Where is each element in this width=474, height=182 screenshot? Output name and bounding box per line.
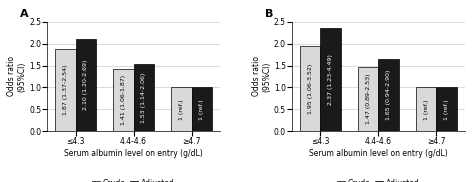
Bar [300, 46, 320, 131]
Bar [437, 87, 456, 131]
Text: B: B [264, 9, 273, 19]
Text: 1 (ref.): 1 (ref.) [424, 99, 428, 120]
Text: 2.10 (1.20-2.69): 2.10 (1.20-2.69) [83, 60, 88, 110]
Bar [416, 87, 437, 131]
Bar [191, 87, 212, 131]
Text: 1.47 (0.89-2.53): 1.47 (0.89-2.53) [365, 74, 371, 124]
Text: 1.87 (1.37-2.54): 1.87 (1.37-2.54) [63, 65, 68, 115]
Text: 1.41 (1.06-1.87): 1.41 (1.06-1.87) [121, 75, 126, 125]
Y-axis label: Odds ratio
(95%CI): Odds ratio (95%CI) [7, 56, 26, 96]
Bar [75, 39, 96, 131]
Bar [378, 59, 399, 131]
Bar [113, 70, 134, 131]
Text: 1.95 (1.06-3.52): 1.95 (1.06-3.52) [308, 63, 313, 114]
Text: A: A [20, 9, 28, 19]
Text: 1.53 (1.14-2.06): 1.53 (1.14-2.06) [141, 72, 146, 123]
Y-axis label: Odds ratio
(95%CI): Odds ratio (95%CI) [252, 56, 271, 96]
Text: 1 (ref.): 1 (ref.) [199, 99, 204, 120]
Bar [134, 64, 154, 131]
Text: 1 (ref.): 1 (ref.) [179, 99, 184, 120]
Text: 1 (ref.): 1 (ref.) [444, 99, 449, 120]
Legend: Crude, Adjusted: Crude, Adjusted [334, 176, 423, 182]
Bar [358, 67, 378, 131]
X-axis label: Serum albumin level on entry (g/dL): Serum albumin level on entry (g/dL) [64, 149, 203, 158]
Text: 1.65 (0.94-2.90): 1.65 (0.94-2.90) [386, 70, 391, 120]
Text: 2.37 (1.23-4.49): 2.37 (1.23-4.49) [328, 54, 333, 105]
Bar [55, 49, 75, 131]
X-axis label: Serum albumin level on entry (g/dL): Serum albumin level on entry (g/dL) [309, 149, 448, 158]
Bar [171, 87, 191, 131]
Bar [320, 27, 341, 131]
Legend: Crude, Adjusted: Crude, Adjusted [89, 176, 178, 182]
